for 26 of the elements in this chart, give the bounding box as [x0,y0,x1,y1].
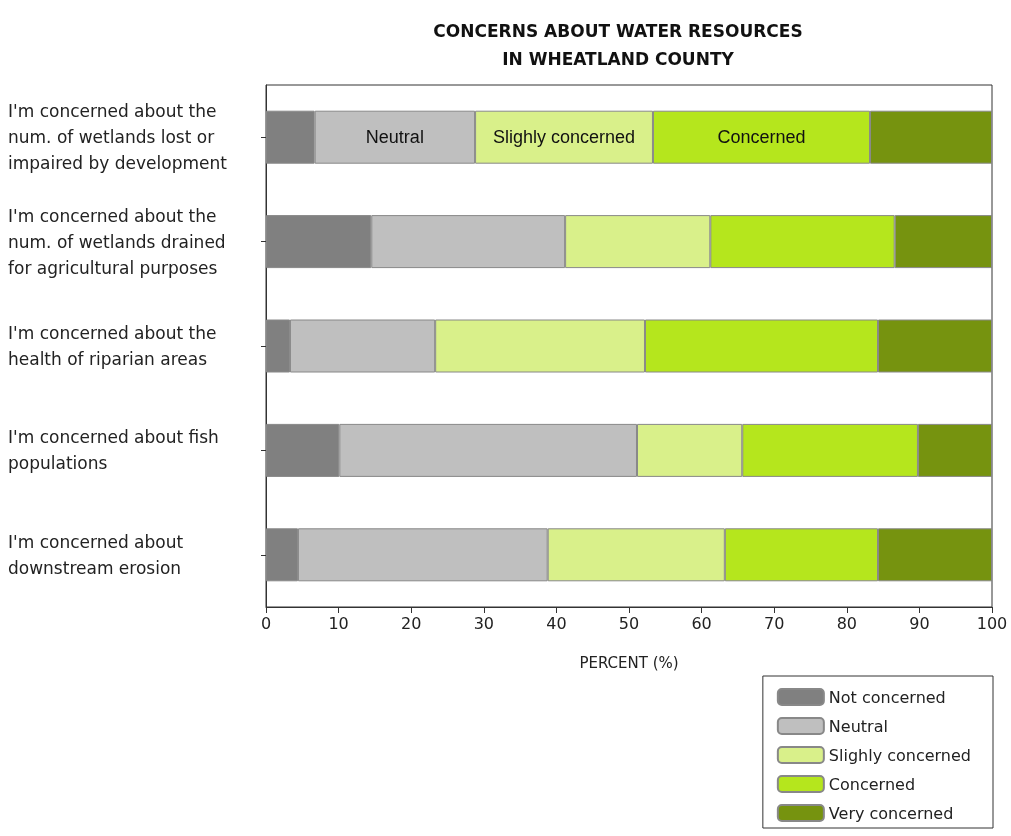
data-label: Neutral [365,127,424,148]
x-tick-label: 70 [764,613,785,633]
x-axis-title: PERCENT (%) [579,653,679,672]
x-tick-label: 30 [473,613,494,633]
x-tick-label: 80 [836,613,857,633]
y-tick-label: I'm concerned about the num. of wetlands drained for agricultural purposes [8,205,232,278]
x-tick-label: 20 [401,613,422,633]
legend-label: Not concerned [828,687,946,707]
x-tick-label: 10 [328,613,349,633]
data-label: Slighly concerned [492,127,636,148]
chart-title: CONCERNS ABOUT WATER RESOURCES IN WHEATLAND COUNTY [433,21,803,69]
x-tick-label: 50 [618,613,640,633]
legend-label: Very concerned [828,803,954,823]
y-tick-label: I'm concerned about fish populations [8,427,225,474]
y-tick-label: I'm concerned about the num. of wetlands lost or impaired by development [8,101,228,174]
y-tick-label: I'm concerned about downstream erosion [8,531,189,578]
x-tick-label: 100 [976,613,1008,633]
legend-label: Concerned [828,774,916,794]
x-tick-label: 90 [909,613,930,633]
y-tick-label: I'm concerned about the health of riparian areas [8,323,222,369]
x-tick-label: 40 [546,613,567,633]
legend-label: Slighly concerned [828,745,972,765]
x-tick-label: 60 [691,613,712,633]
data-label: Concerned [717,127,806,148]
x-tick-label: 0 [260,613,272,633]
legend-label: Neutral [828,716,888,736]
